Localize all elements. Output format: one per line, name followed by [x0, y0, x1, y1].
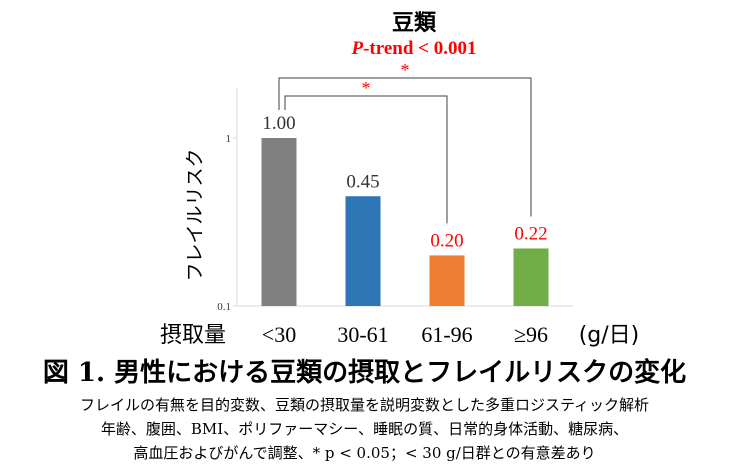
p-symbol: P	[351, 38, 364, 59]
x-axis-unit: (g/日)	[579, 323, 640, 348]
bar	[513, 248, 549, 306]
plot-area: 1 0.1 1.00 <30 0.45 30-61 0.20 61-96 0.22 ≥96 * *	[217, 60, 573, 347]
x-tick-label: <30	[262, 322, 296, 347]
bar-value-label: 0.45	[346, 171, 379, 192]
figure-title: 図 1. 男性における豆類の摂取とフレイルリスクの変化	[42, 358, 687, 388]
bar-value-label: 0.20	[430, 230, 463, 251]
trend-text: -trend < 0.001	[363, 38, 476, 59]
bar-value-label: 1.00	[262, 113, 295, 134]
significance-bracket	[284, 95, 448, 224]
bar	[345, 196, 381, 306]
x-tick-label: 30-61	[337, 322, 388, 347]
bar	[429, 255, 465, 306]
caption-note-3: 高血圧およびがんで調整、* p < 0.05；< 30 g/日群との有意差あり	[133, 444, 596, 462]
x-tick-label: ≥96	[514, 322, 548, 347]
chart-subtitle: P-trend < 0.001	[351, 38, 477, 59]
significance-asterisk: *	[362, 78, 371, 98]
x-axis-title: 摂取量	[160, 323, 226, 348]
significance-asterisk: *	[401, 60, 410, 80]
y-tick-label: 0.1	[217, 301, 231, 313]
y-axis-label: フレイルリスク	[184, 148, 206, 281]
chart-title: 豆類	[392, 11, 437, 36]
chart: 豆類 P-trend < 0.001 フレイルリスク 1 0.1 1.00 <30 0.…	[160, 11, 640, 348]
x-tick-label: 61-96	[421, 322, 472, 347]
significance-bracket	[278, 77, 532, 217]
bar-value-label: 0.22	[514, 223, 547, 244]
caption-note-2: 年齢、腹囲、BMI、ポリファーマシー、睡眠の質、日常的身体活動、糖尿病、	[100, 420, 629, 438]
y-tick-label: 1	[226, 133, 232, 145]
caption-note-1: フレイルの有無を目的変数、豆類の摂取量を説明変数とした多重ロジスティック解析	[79, 396, 650, 414]
bar	[261, 138, 297, 306]
